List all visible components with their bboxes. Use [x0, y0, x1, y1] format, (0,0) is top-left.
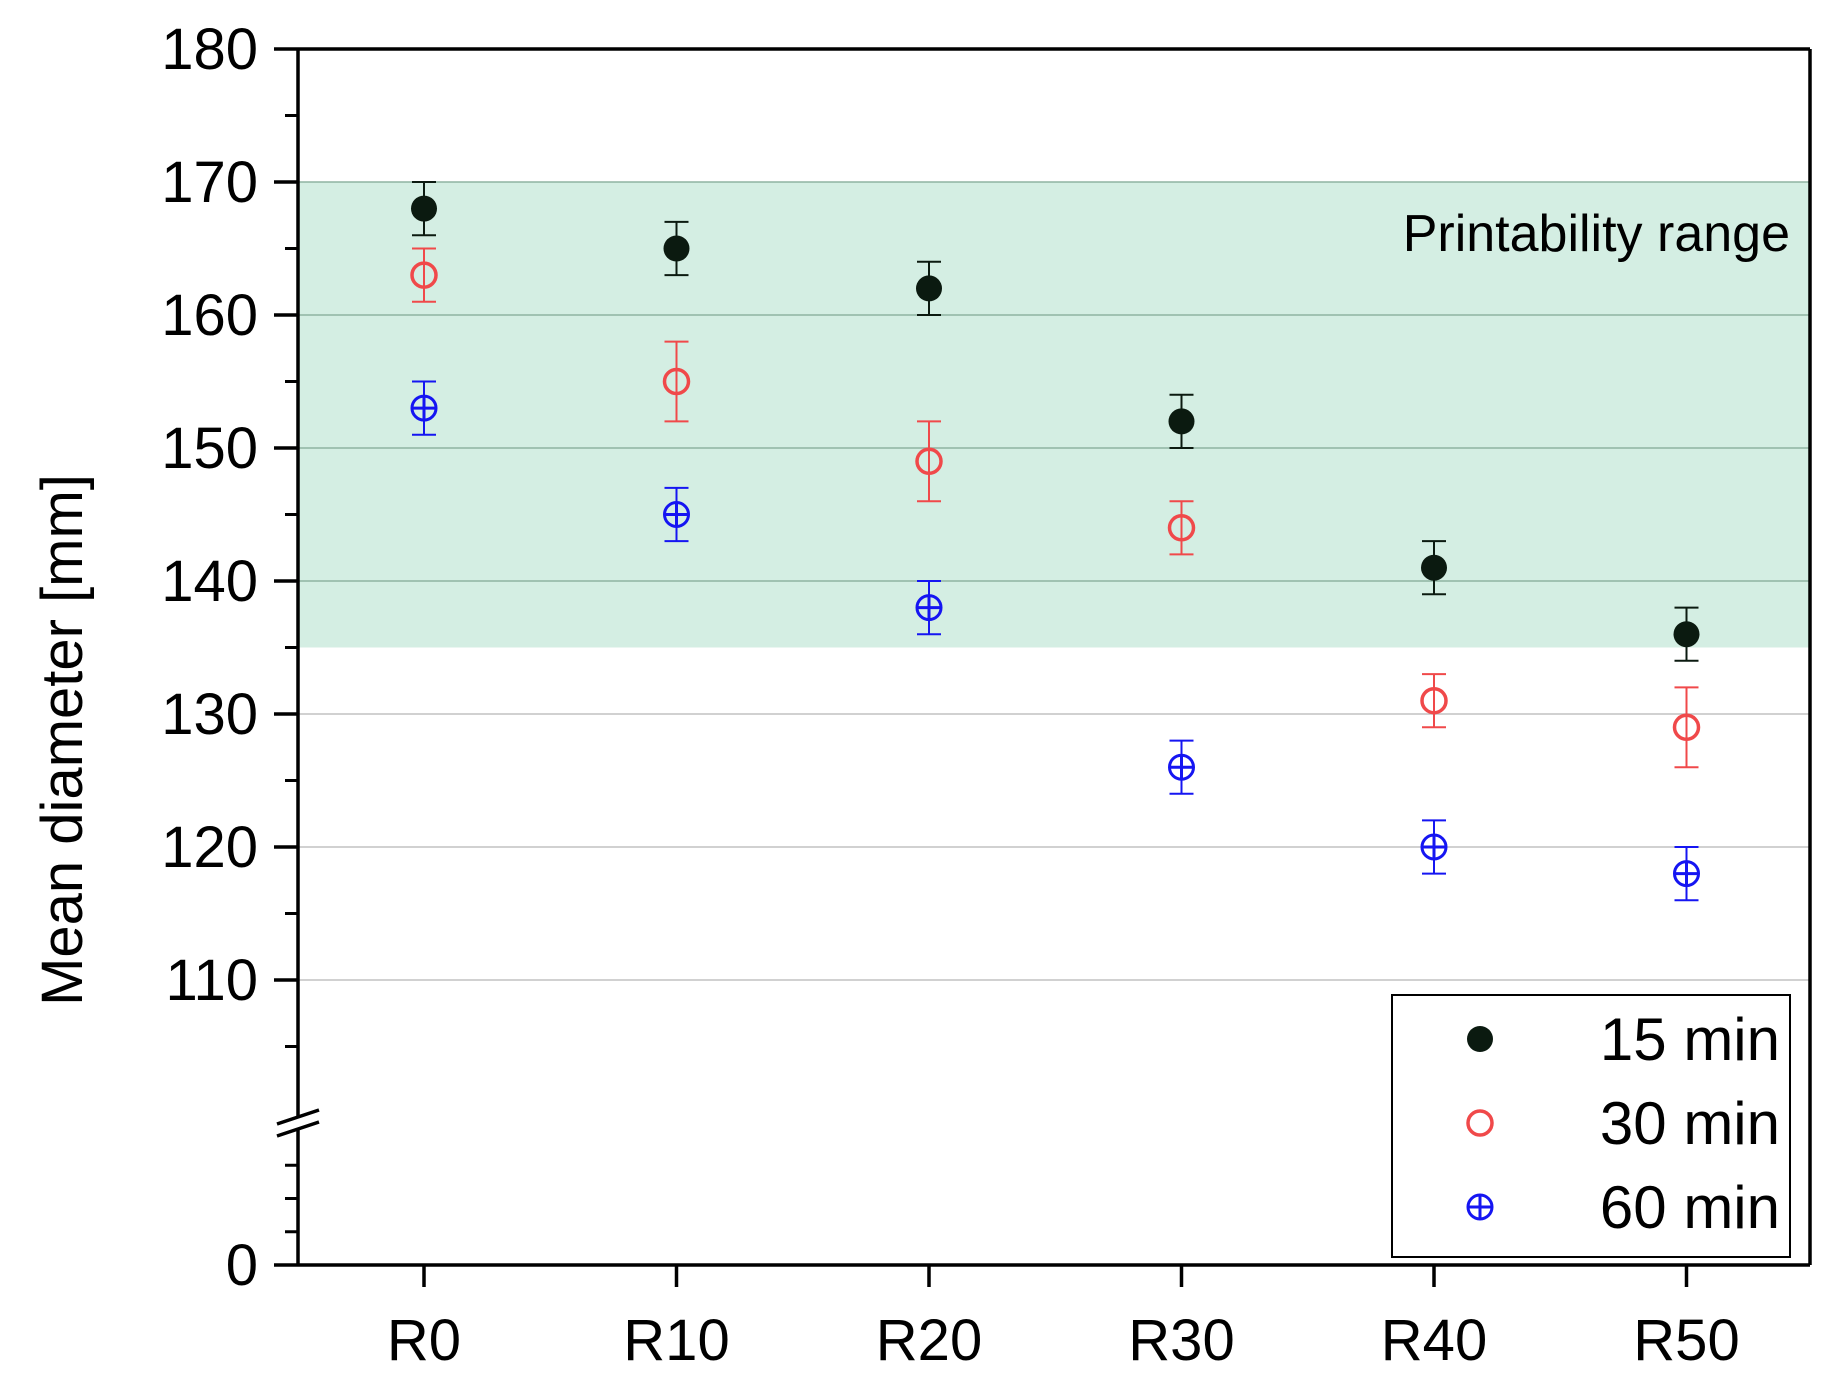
data-layer — [410, 181, 1701, 902]
x-tick-label-R40: R40 — [1381, 1308, 1487, 1373]
point-30-min-R30 — [1167, 514, 1196, 542]
point-60-min-R0 — [410, 394, 438, 422]
legend-box — [1391, 994, 1791, 1258]
point-60-min-R20 — [915, 594, 943, 622]
y-tick-label-150: 150 — [161, 416, 258, 481]
legend: 15 min 30 min 60 min — [1391, 994, 1791, 1258]
x-tick-label-R0: R0 — [387, 1308, 461, 1373]
point-30-min-R50 — [1672, 713, 1701, 742]
x-tick-label-R30: R30 — [1128, 1308, 1234, 1373]
series-60-min — [410, 380, 1700, 902]
y-tick-label-130: 130 — [161, 682, 258, 747]
point-30-min-R10 — [662, 367, 691, 396]
point-60-min-R50 — [1673, 860, 1700, 888]
axis-break-mark-lower — [276, 1120, 320, 1138]
point-15-min-R30 — [1168, 408, 1195, 435]
legend-marker-30-min — [1466, 1109, 1494, 1137]
series-15-min — [411, 181, 1700, 662]
point-60-min-R10 — [663, 501, 690, 528]
printability-range-label: Printability range — [1403, 205, 1790, 263]
series-30-min — [410, 247, 1701, 769]
y-tick-label-170: 170 — [161, 150, 258, 215]
point-15-min-R50 — [1673, 621, 1700, 648]
legend-label-30-min: 30 min — [1600, 1090, 1780, 1157]
point-15-min-R40 — [1421, 554, 1447, 581]
point-60-min-R30 — [1168, 753, 1195, 781]
x-tick-label-R20: R20 — [876, 1308, 982, 1373]
legend-label-60-min: 60 min — [1600, 1174, 1780, 1241]
point-30-min-R20 — [915, 447, 943, 476]
y-tick-label-160: 160 — [161, 283, 258, 348]
y-axis-label: Mean diameter [mm] — [30, 474, 95, 1006]
legend-marker-60-min — [1466, 1193, 1494, 1221]
y-tick-label-0: 0 — [226, 1233, 258, 1298]
point-15-min-R10 — [663, 235, 690, 262]
y-tick-label-140: 140 — [161, 549, 258, 614]
printability-band-layer — [298, 182, 1810, 648]
y-tick-label-120: 120 — [161, 815, 258, 880]
printability-band — [298, 182, 1810, 648]
grid-layer — [298, 181, 1810, 981]
axes-layer: 0 110 120 130 140 150 160 170 180 R0 R10 R20 R30 R40 R… — [161, 17, 1812, 1373]
y-tick-label-180: 180 — [161, 17, 258, 82]
x-tick-label-R10: R10 — [623, 1308, 729, 1373]
x-tick-label-R50: R50 — [1633, 1308, 1739, 1373]
point-30-min-R40 — [1420, 686, 1448, 715]
point-30-min-R0 — [410, 261, 438, 289]
point-60-min-R40 — [1420, 833, 1448, 861]
point-15-min-R0 — [411, 195, 437, 222]
legend-label-15-min: 15 min — [1600, 1006, 1780, 1073]
legend-marker-15-min — [1467, 1026, 1493, 1052]
axis-break-mark-upper — [276, 1108, 320, 1126]
point-15-min-R20 — [916, 275, 942, 302]
y-tick-label-110: 110 — [166, 948, 258, 1013]
